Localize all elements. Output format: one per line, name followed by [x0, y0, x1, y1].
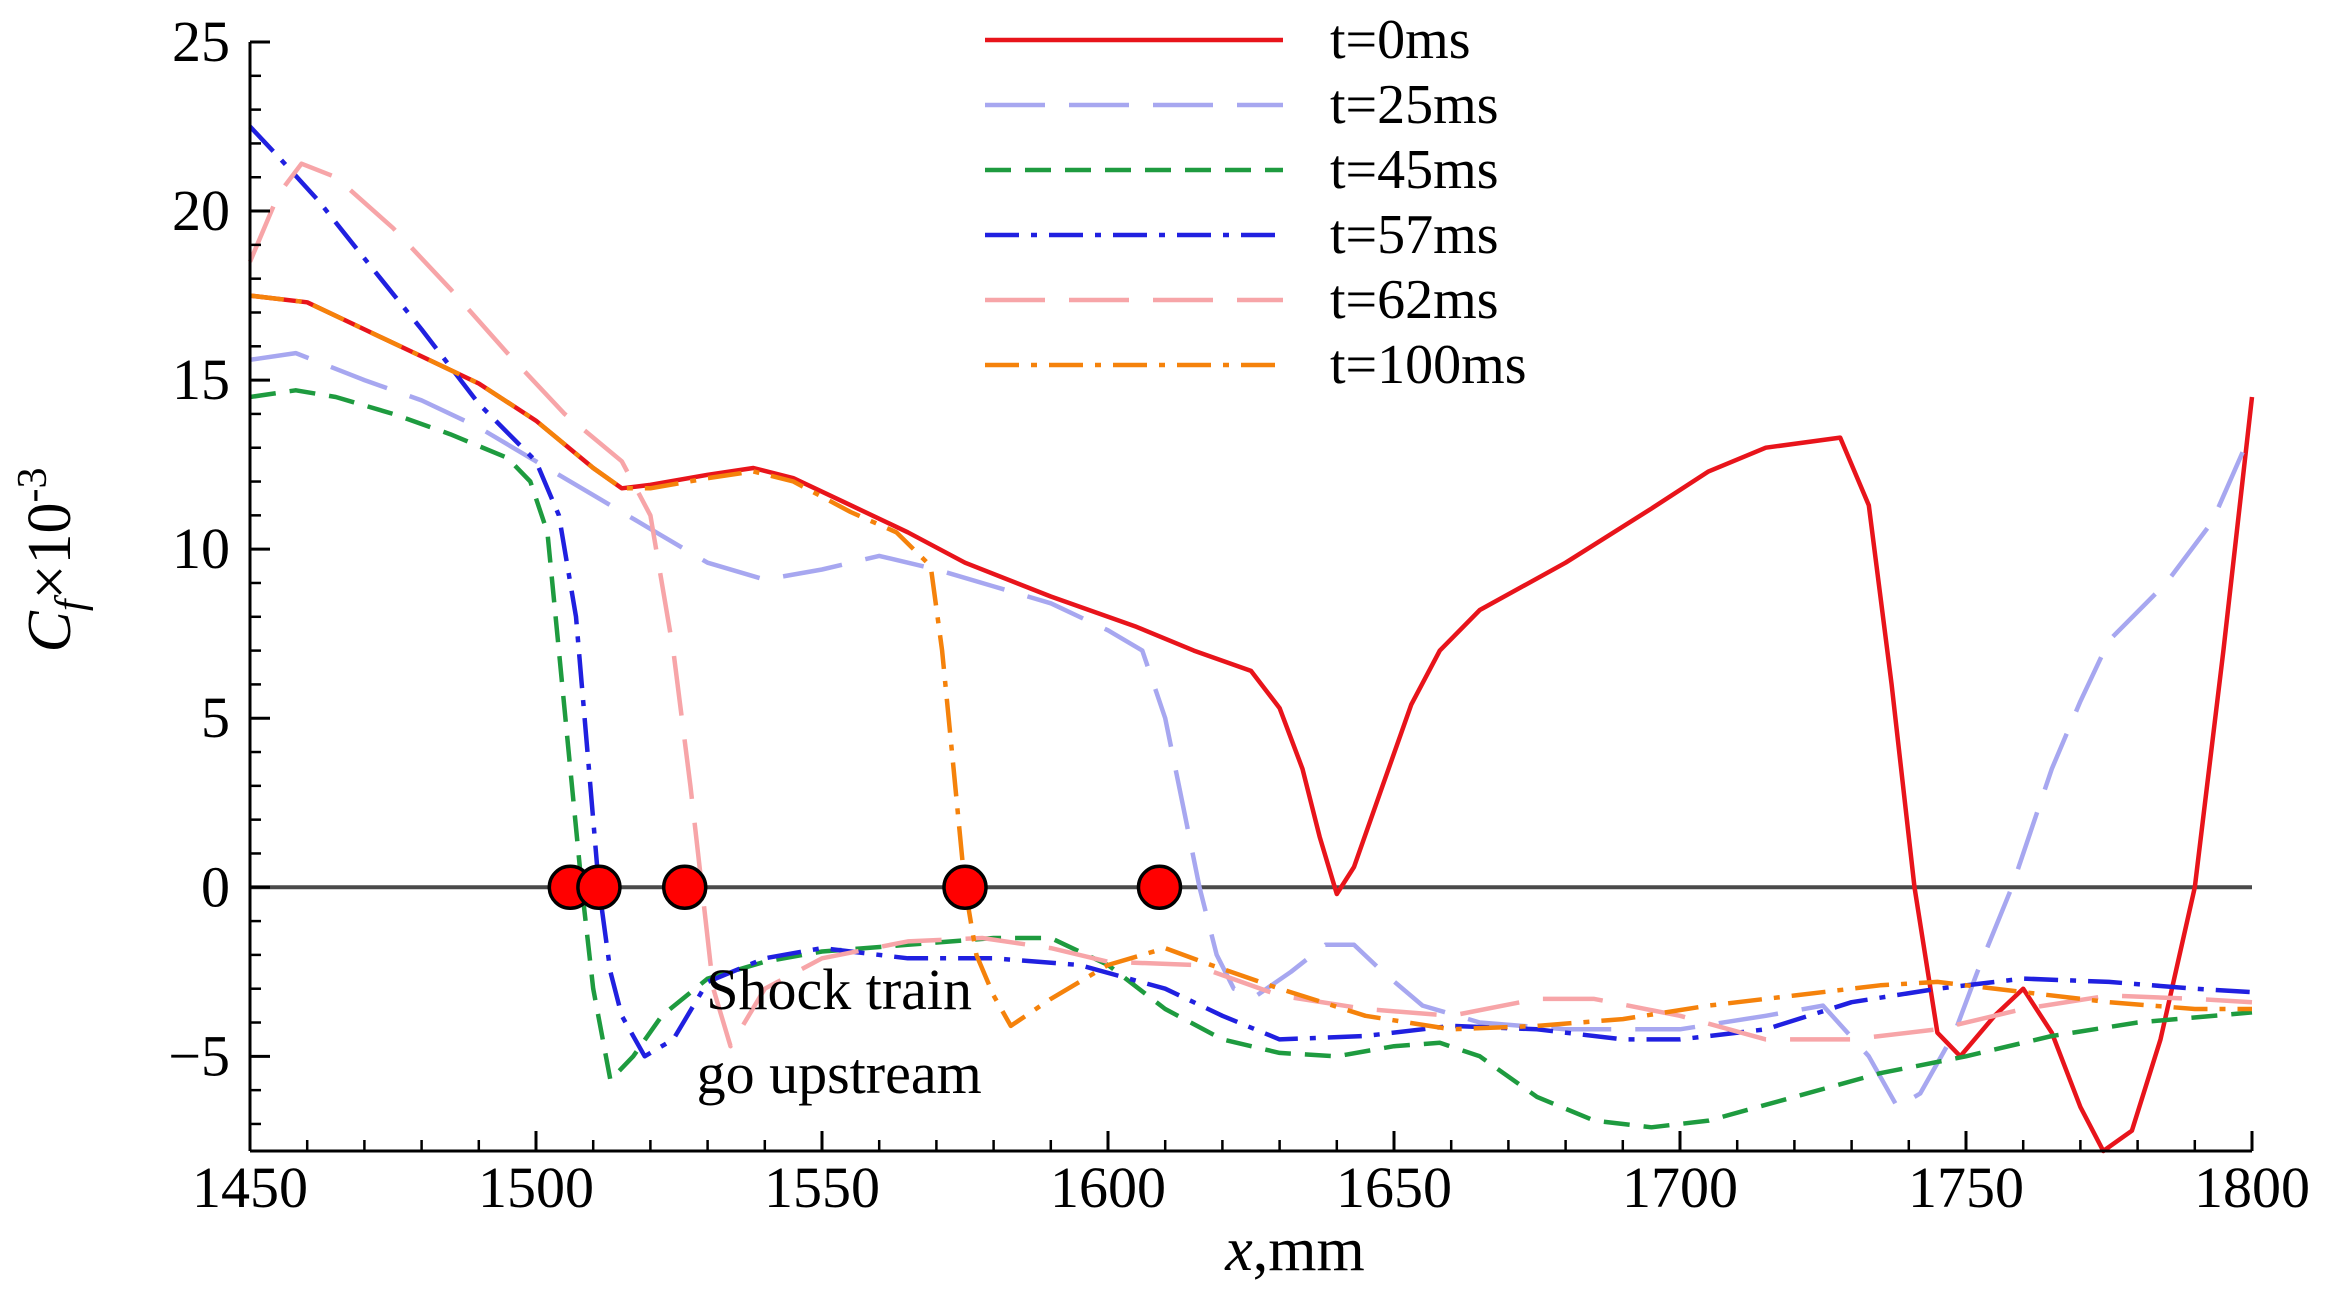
- y-tick-label: −5: [168, 1023, 230, 1088]
- marker-group: [547, 864, 1183, 911]
- x-axis-title-unit: ,mm: [1253, 1216, 1365, 1284]
- legend-label: t=62ms: [1330, 269, 1499, 331]
- x-tick-label: 1700: [1622, 1155, 1738, 1220]
- series-line-t-57ms: [248, 124, 2253, 1059]
- x-tick-label: 1600: [1050, 1155, 1166, 1220]
- series-line-t-100ms: [249, 293, 2252, 1032]
- x-tick-label: 1500: [478, 1155, 594, 1220]
- x-axis-title: x,mm: [1224, 1216, 1364, 1284]
- legend-label: t=45ms: [1330, 139, 1499, 201]
- series-line-t-25ms: [249, 350, 2255, 1110]
- series-line-t-62ms: [247, 161, 2253, 1049]
- legend-label: t=0ms: [1330, 9, 1471, 71]
- separation-point-marker: [576, 864, 622, 911]
- annotation-line-2: go upstream: [697, 1041, 982, 1106]
- tick-group: 1450 1500 1550 1600 1650 1700 1750 1800 −5 0 5 10 15…: [168, 9, 2310, 1220]
- y-axis-title: Cf×10-3: [10, 468, 94, 653]
- axes-group: [248, 42, 2252, 1153]
- separation-point-marker: [1136, 864, 1183, 911]
- legend-label: t=25ms: [1330, 74, 1499, 136]
- x-tick-label: 1450: [192, 1155, 308, 1220]
- y-tick-label: 10: [172, 516, 230, 581]
- y-tick-label: 25: [172, 9, 230, 74]
- separation-point-marker: [942, 864, 988, 911]
- separation-point-marker: [661, 864, 708, 911]
- x-tick-label: 1550: [764, 1155, 880, 1220]
- y-axis-title-mid: ×10: [16, 503, 84, 600]
- series-group: [247, 124, 2255, 1154]
- annotation-line-1: Shock train: [706, 957, 972, 1022]
- x-axis-title-var: x: [1224, 1216, 1253, 1284]
- series-line-t-0ms: [249, 293, 2255, 1154]
- y-tick-label: 20: [172, 178, 230, 243]
- y-tick-label: 15: [172, 347, 230, 412]
- y-axis-title-c: C: [16, 611, 84, 653]
- y-tick-label: 5: [201, 685, 230, 750]
- x-tick-label: 1650: [1336, 1155, 1452, 1220]
- legend-label: t=57ms: [1330, 204, 1499, 266]
- y-tick-label: 0: [201, 854, 230, 919]
- x-tick-label: 1800: [2194, 1155, 2310, 1220]
- y-axis-title-exp: -3: [10, 468, 56, 503]
- x-tick-label: 1750: [1908, 1155, 2024, 1220]
- legend-label: t=100ms: [1330, 334, 1527, 396]
